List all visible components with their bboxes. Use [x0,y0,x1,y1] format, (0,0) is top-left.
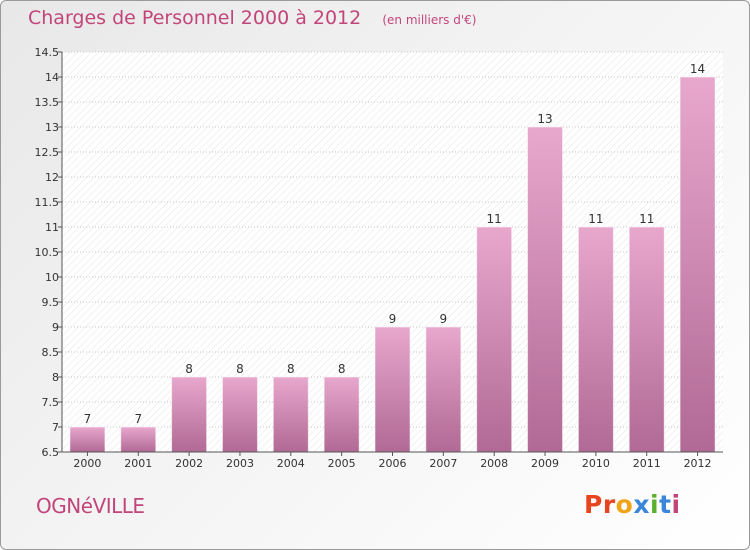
x-tick-label: 2009 [531,457,559,470]
data-label: 11 [487,212,502,226]
bar-2008 [476,226,513,453]
x-tick-label: 2012 [684,457,712,470]
x-tick-label: 2000 [73,457,101,470]
y-tick-label: 9.5 [42,296,60,309]
y-tick-label: 14 [45,71,59,84]
logo-letter: o [615,490,634,519]
data-label: 13 [537,112,552,126]
bars [69,76,716,453]
y-tick-label: 12.5 [35,146,60,159]
bar-2005 [323,376,360,453]
data-label: 7 [84,412,92,426]
x-tick-label: 2007 [429,457,457,470]
bar-2011 [628,226,665,453]
logo-letter: i [671,490,681,519]
y-tick-label: 14.5 [35,46,60,59]
logo-letter: P [584,490,603,519]
y-axis-tick-labels: 6.5 7 7.5 8 8.5 9 9.5 10 10.5 11 11.5 12 12.5 13 13.5 1… [35,46,60,459]
y-tick-label: 11.5 [35,196,60,209]
x-tick-label: 2005 [328,457,356,470]
bar-2004 [272,376,309,453]
y-tick-label: 9 [52,321,59,334]
bar-2003 [221,376,258,453]
y-tick-label: 10.5 [35,246,60,259]
y-tick-label: 13 [45,121,59,134]
data-label: 8 [236,362,244,376]
y-tick-label: 12 [45,171,59,184]
bar-2001 [120,426,157,453]
x-tick-label: 2008 [480,457,508,470]
y-tick-label: 7 [52,421,59,434]
logo-letter: r [602,490,616,519]
chart-title: Charges de Personnel 2000 à 2012 [28,7,362,29]
x-tick-label: 2001 [124,457,152,470]
logo-letter: i [650,490,660,519]
data-label: 7 [134,412,142,426]
bar-2010 [577,226,614,453]
data-label: 9 [440,312,448,326]
data-label: 8 [185,362,193,376]
x-tick-label: 2004 [277,457,305,470]
place-name: OGNéVILLE [36,494,145,518]
chart-subtitle: (en milliers d'€) [382,13,477,27]
x-tick-label: 2010 [582,457,610,470]
x-tick-label: 2003 [226,457,254,470]
x-axis-tick-labels: 2000 2001 2002 2003 2004 2005 2006 2007 2008 2009… [73,457,711,470]
bar-2012 [679,76,716,453]
bar-2009 [527,126,564,453]
x-tick-label: 2006 [379,457,407,470]
data-label: 8 [338,362,346,376]
y-tick-label: 8 [52,371,59,384]
data-labels: 7 7 8 8 8 8 9 9 11 13 11 11 14 [84,62,706,426]
bar-2000 [69,426,106,453]
data-label: 9 [389,312,397,326]
bar-2002 [171,376,208,453]
title-row: Charges de Personnel 2000 à 2012 (en mil… [28,7,476,29]
data-label: 11 [588,212,603,226]
y-tick-label: 6.5 [42,446,60,459]
data-label: 14 [690,62,705,76]
logo-letter: x [633,490,650,519]
logo-letter: t [659,490,672,519]
y-tick-label: 11 [45,221,59,234]
proxiti-logo: Proxiti [584,490,681,519]
x-tick-label: 2002 [175,457,203,470]
y-tick-label: 10 [45,271,59,284]
data-label: 11 [639,212,654,226]
bar-2006 [374,326,411,453]
axes [58,51,723,456]
y-tick-label: 13.5 [35,96,60,109]
y-tick-label: 7.5 [42,396,60,409]
bar-2007 [425,326,462,453]
data-label: 8 [287,362,295,376]
y-tick-label: 8.5 [42,346,60,359]
x-tick-label: 2011 [633,457,661,470]
